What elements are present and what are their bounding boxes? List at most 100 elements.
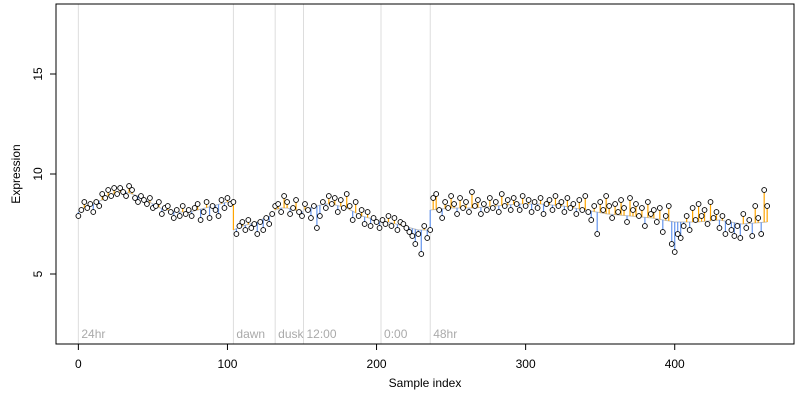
data-point — [621, 205, 627, 211]
x-axis-title: Sample index — [389, 376, 462, 390]
data-point — [689, 205, 696, 211]
data-point — [400, 221, 407, 227]
data-point — [597, 199, 604, 205]
phase-label: 0:00 — [384, 327, 408, 341]
data-point — [567, 205, 574, 211]
data-point — [555, 203, 562, 209]
data-point — [507, 207, 514, 213]
data-point — [385, 213, 392, 219]
data-point — [325, 193, 332, 199]
x-axis: 0 100 200 300 400 — [75, 344, 685, 371]
data-point — [129, 187, 135, 193]
data-point — [147, 195, 153, 201]
data-point — [475, 197, 481, 203]
trend-line — [78, 191, 234, 213]
x-tick-label: 100 — [217, 357, 237, 371]
data-point — [525, 197, 532, 203]
phase-label: 48hr — [433, 327, 457, 341]
data-point — [117, 185, 123, 191]
data-point — [481, 201, 487, 207]
data-point — [87, 201, 94, 207]
data-point — [260, 227, 267, 233]
data-point — [331, 195, 338, 201]
x-tick-label: 300 — [516, 357, 536, 371]
data-point — [364, 209, 371, 215]
data-points — [75, 183, 771, 257]
data-point — [284, 199, 290, 205]
data-point — [212, 207, 219, 213]
data-point — [495, 209, 502, 215]
data-point — [239, 219, 246, 225]
plot-frame — [55, 3, 795, 345]
data-point — [96, 203, 103, 209]
data-point — [391, 215, 398, 221]
data-point — [281, 193, 287, 199]
y-tick-label: 5 — [31, 270, 45, 277]
data-point — [224, 195, 231, 201]
data-point — [361, 221, 368, 227]
data-point — [594, 231, 601, 237]
data-point — [552, 193, 559, 199]
data-point — [93, 199, 100, 205]
data-point — [457, 195, 463, 201]
data-point — [194, 201, 201, 207]
data-point — [412, 241, 419, 247]
data-point — [719, 213, 726, 219]
data-point — [582, 193, 589, 199]
phase-label: dusk — [278, 327, 304, 341]
data-point — [674, 231, 681, 237]
data-point — [537, 195, 544, 201]
data-point — [346, 203, 353, 209]
data-point — [409, 233, 416, 239]
data-point — [242, 227, 249, 233]
data-point — [248, 225, 255, 231]
data-point — [206, 215, 213, 221]
data-point — [716, 225, 723, 231]
data-point — [498, 191, 505, 197]
data-point — [340, 205, 347, 211]
data-point — [588, 217, 595, 223]
data-point — [296, 209, 302, 215]
data-point — [221, 205, 228, 211]
data-point — [648, 211, 654, 217]
data-point — [513, 201, 520, 207]
data-point — [683, 213, 690, 219]
data-point — [245, 217, 252, 223]
data-point — [302, 201, 308, 207]
data-point — [90, 209, 97, 215]
data-point — [478, 211, 484, 217]
data-point — [105, 187, 112, 193]
data-point — [367, 223, 374, 229]
data-point — [651, 207, 657, 213]
data-point — [442, 199, 448, 205]
data-point — [636, 213, 642, 219]
data-point — [78, 207, 85, 213]
data-point — [263, 215, 270, 221]
data-point — [406, 229, 413, 235]
data-point — [343, 191, 350, 197]
data-point — [546, 197, 553, 203]
data-point — [257, 219, 264, 225]
y-axis: 5 10 15 — [31, 67, 56, 277]
data-point — [120, 189, 126, 195]
data-point — [633, 201, 639, 207]
phase-label: dawn — [236, 327, 265, 341]
data-point — [731, 233, 738, 239]
data-point — [236, 223, 243, 229]
data-point — [182, 211, 189, 217]
data-point — [185, 207, 192, 213]
data-point — [349, 217, 356, 223]
data-point — [645, 199, 651, 205]
data-point — [328, 201, 335, 207]
y-axis-title: Expression — [9, 144, 23, 203]
data-point — [433, 191, 440, 197]
data-point — [334, 209, 341, 215]
data-point — [314, 225, 320, 231]
data-point — [642, 223, 648, 229]
data-point — [662, 213, 669, 219]
data-point — [203, 199, 210, 205]
phase-label: 24hr — [81, 327, 105, 341]
data-point — [624, 219, 630, 225]
data-point — [630, 207, 636, 213]
data-point — [451, 201, 457, 207]
